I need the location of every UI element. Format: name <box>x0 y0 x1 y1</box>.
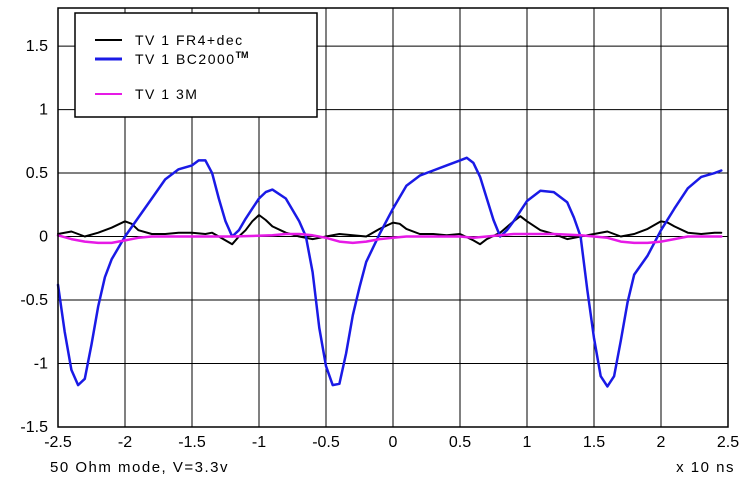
legend-label-3m: TV 1 3M <box>135 86 198 102</box>
tick-labels: -2.5 -2 -1.5 -1 -0.5 0 0.5 1 1.5 2 2.5 -1.5 -1 -0.5 0 0… <box>20 38 739 451</box>
plot-frame <box>57 7 729 428</box>
x-tick-label: 0 <box>389 434 398 451</box>
y-tick-label: 0 <box>39 229 48 246</box>
x-tick-label: 2 <box>657 434 666 451</box>
x-tick-label: 1.5 <box>583 434 605 451</box>
y-tick-label: -1.5 <box>20 419 48 436</box>
series-line-3m <box>56 232 723 245</box>
series-layer <box>56 156 723 388</box>
y-tick-label: 1 <box>39 102 48 119</box>
legend-label-bc2000-text: TV 1 BC2000 <box>135 51 236 67</box>
legend-label-bc2000: TV 1 BC2000TM <box>135 50 249 67</box>
x-tick-label: -2 <box>118 434 132 451</box>
x-tick-label: -1.5 <box>178 434 206 451</box>
x-tick-label: 0.5 <box>449 434 471 451</box>
legend-label-fr4: TV 1 FR4+dec <box>135 32 244 48</box>
x-tick-label: -1 <box>252 434 266 451</box>
legend-label-bc2000-tm: TM <box>236 50 249 60</box>
y-tick-label: 0.5 <box>26 165 48 182</box>
legend: TV 1 FR4+dec TV 1 BC2000TM TV 1 3M <box>74 12 318 118</box>
legend-box <box>74 12 318 118</box>
y-tick-label: -0.5 <box>20 292 48 309</box>
x-tick-label: -0.5 <box>312 434 340 451</box>
series-line-fr4 <box>57 214 723 246</box>
series-line-bc2000 <box>56 156 723 388</box>
x-tick-label: -2.5 <box>44 434 72 451</box>
x-tick-label: 2.5 <box>717 434 739 451</box>
y-tick-label: 1.5 <box>26 38 48 55</box>
x-tick-label: 1 <box>523 434 532 451</box>
x-axis-label: x 10 ns <box>676 459 735 476</box>
y-tick-label: -1 <box>34 356 48 373</box>
chart-caption: 50 Ohm mode, V=3.3v <box>50 459 229 476</box>
